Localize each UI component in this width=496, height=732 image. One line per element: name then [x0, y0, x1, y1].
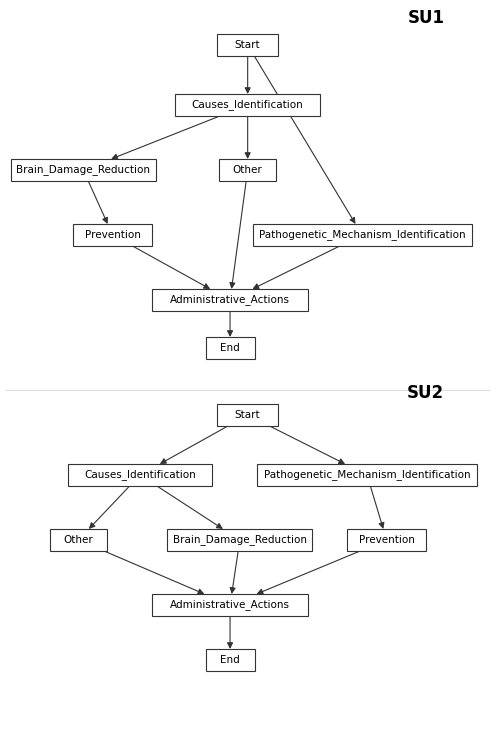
Text: Other: Other: [63, 535, 93, 545]
Text: Causes_Identification: Causes_Identification: [192, 100, 304, 111]
Text: Start: Start: [235, 40, 260, 50]
Text: End: End: [220, 343, 240, 353]
Bar: [67, 464, 212, 486]
Bar: [217, 404, 278, 426]
Text: Prevention: Prevention: [85, 230, 140, 240]
Text: Causes_Identification: Causes_Identification: [84, 469, 196, 480]
Bar: [50, 529, 107, 551]
Text: Brain_Damage_Reduction: Brain_Damage_Reduction: [173, 534, 307, 545]
Text: SU2: SU2: [407, 384, 444, 402]
Text: Brain_Damage_Reduction: Brain_Damage_Reduction: [16, 165, 150, 176]
Text: Other: Other: [233, 165, 262, 175]
Bar: [11, 159, 156, 181]
Bar: [348, 529, 426, 551]
Bar: [219, 159, 276, 181]
Bar: [73, 224, 152, 246]
Bar: [252, 224, 472, 246]
Bar: [257, 464, 477, 486]
Text: Pathogenetic_Mechanism_Identification: Pathogenetic_Mechanism_Identification: [264, 469, 470, 480]
Bar: [206, 649, 254, 671]
Bar: [217, 34, 278, 56]
Text: Administrative_Actions: Administrative_Actions: [170, 600, 290, 610]
Text: SU1: SU1: [407, 9, 444, 27]
Bar: [168, 529, 312, 551]
Text: Pathogenetic_Mechanism_Identification: Pathogenetic_Mechanism_Identification: [259, 230, 465, 240]
Bar: [152, 594, 309, 616]
Text: End: End: [220, 655, 240, 665]
Text: Prevention: Prevention: [359, 535, 415, 545]
Bar: [206, 337, 254, 359]
Bar: [152, 289, 309, 311]
Text: Start: Start: [235, 410, 260, 420]
Bar: [175, 94, 320, 116]
Text: Administrative_Actions: Administrative_Actions: [170, 294, 290, 305]
